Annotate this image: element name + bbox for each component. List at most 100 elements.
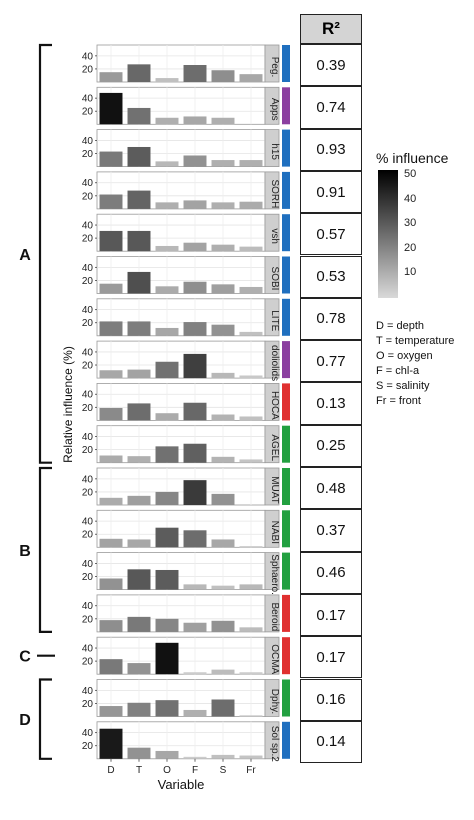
panel-label: Apps <box>269 98 280 121</box>
panel-frame <box>96 467 266 506</box>
panel-label: vsh <box>269 228 280 244</box>
panel-strip <box>264 679 280 717</box>
bar-LITE-S <box>211 324 235 336</box>
bar-OCMA-S <box>211 669 235 675</box>
bar-Sphaero.-Fr <box>239 584 263 590</box>
bar-Dphy.-T <box>127 702 151 717</box>
bar-SOBI-T <box>127 271 151 294</box>
key-entry: Fr = front <box>376 395 421 407</box>
group-color-tag <box>282 552 290 590</box>
group-color-tag <box>282 171 290 209</box>
bar-vsh-D <box>99 230 123 252</box>
bar-Beroid-D <box>99 620 123 632</box>
r2-value: 0.25 <box>300 424 362 467</box>
bar-AGEL-Fr <box>239 459 263 463</box>
panel-6: 20 40 LITE <box>82 298 290 337</box>
panel-label: doliolids <box>269 345 280 381</box>
y-tick-label: 40 <box>82 686 94 697</box>
legend-title: % influence <box>376 150 449 166</box>
bar-NABI-D <box>99 538 123 548</box>
r2-value: 0.91 <box>300 170 362 214</box>
x-tick-label: F <box>192 765 198 776</box>
panel-strip <box>264 425 280 464</box>
group-color-tag <box>282 341 290 379</box>
panel-13: 20 40 Beroid <box>82 594 290 633</box>
key-entry: S = salinity <box>376 380 430 392</box>
bar-Sol sp.2-T <box>127 747 151 759</box>
bar-Dphy.-S <box>211 699 235 717</box>
bar-LITE-O <box>155 327 179 336</box>
bar-vsh-T <box>127 230 151 252</box>
bar-Peg.-Fr <box>239 74 263 82</box>
y-tick-label: 40 <box>82 136 94 147</box>
bar-SORH-T <box>127 190 151 209</box>
bar-Beroid-Fr <box>239 627 263 632</box>
group-color-tag <box>282 214 290 252</box>
y-tick-label: 40 <box>82 517 94 528</box>
panel-7: 20 40 doliolids <box>82 340 290 381</box>
group-color-tag <box>282 468 290 505</box>
bar-MUAT-F <box>183 480 207 505</box>
panel-15: 20 40 Dphy. <box>82 679 290 717</box>
group-color-tag <box>282 87 290 125</box>
y-tick-label: 20 <box>82 361 94 372</box>
r2-value: 0.57 <box>300 213 362 256</box>
r2-value: 0.17 <box>300 636 362 679</box>
r2-value: 0.16 <box>300 678 362 721</box>
bar-doliolids-O <box>155 361 179 379</box>
panel-strip <box>264 340 280 379</box>
bar-OCMA-O <box>155 642 179 675</box>
bar-HOCA-F <box>183 402 207 421</box>
r2-value: 0.77 <box>300 340 362 383</box>
group-label: C <box>19 649 31 666</box>
bar-AGEL-D <box>99 455 123 463</box>
y-tick-label: 20 <box>82 699 94 710</box>
bar-SORH-Fr <box>239 201 263 209</box>
y-tick-label: 40 <box>82 221 94 232</box>
r2-value: 0.53 <box>300 255 362 298</box>
r2-value: 0.78 <box>300 297 362 341</box>
group-bracket <box>38 43 52 464</box>
r2-value: 0.13 <box>300 382 362 425</box>
group-label: D <box>19 712 31 729</box>
panel-12: 20 40 Sphaero. <box>82 552 290 595</box>
panel-16: 20 40 Sol sp.2 <box>82 721 290 762</box>
bar-h15-F <box>183 155 207 167</box>
bar-Beroid-T <box>127 616 151 632</box>
y-tick-label: 20 <box>82 614 94 625</box>
bar-doliolids-S <box>211 372 235 379</box>
bar-SOBI-Fr <box>239 286 263 294</box>
bar-OCMA-T <box>127 663 151 675</box>
x-tick-label: T <box>136 765 142 776</box>
panel-1: 20 40 Apps <box>82 86 290 125</box>
group-color-tag <box>282 298 290 336</box>
r2-value: 0.39 <box>300 44 362 87</box>
bar-Beroid-S <box>211 620 235 632</box>
panel-strip <box>264 298 280 337</box>
bar-AGEL-T <box>127 456 151 463</box>
bar-SOBI-S <box>211 284 235 294</box>
y-tick-label: 40 <box>82 305 94 316</box>
bar-Peg.-F <box>183 65 207 82</box>
bar-Dphy.-O <box>155 700 179 717</box>
key-entry: O = oxygen <box>376 350 433 362</box>
bar-SORH-O <box>155 202 179 209</box>
key-entry: T = temperature <box>376 335 455 347</box>
panel-frame <box>96 679 266 717</box>
group-color-tag <box>282 256 290 294</box>
bar-LITE-Fr <box>239 331 263 336</box>
y-tick-label: 40 <box>82 94 94 105</box>
panel-strip <box>264 594 280 633</box>
bar-Beroid-F <box>183 622 207 632</box>
bar-OCMA-D <box>99 659 123 675</box>
bar-MUAT-D <box>99 497 123 505</box>
bar-h15-O <box>155 161 179 167</box>
bar-h15-D <box>99 151 123 167</box>
r2-value: 0.74 <box>300 86 362 129</box>
panel-label: Dphy. <box>269 689 280 714</box>
bar-Sol sp.2-Fr <box>239 755 263 759</box>
y-tick-label: 20 <box>82 318 94 329</box>
panel-frame <box>96 298 266 337</box>
bar-doliolids-Fr <box>239 375 263 379</box>
